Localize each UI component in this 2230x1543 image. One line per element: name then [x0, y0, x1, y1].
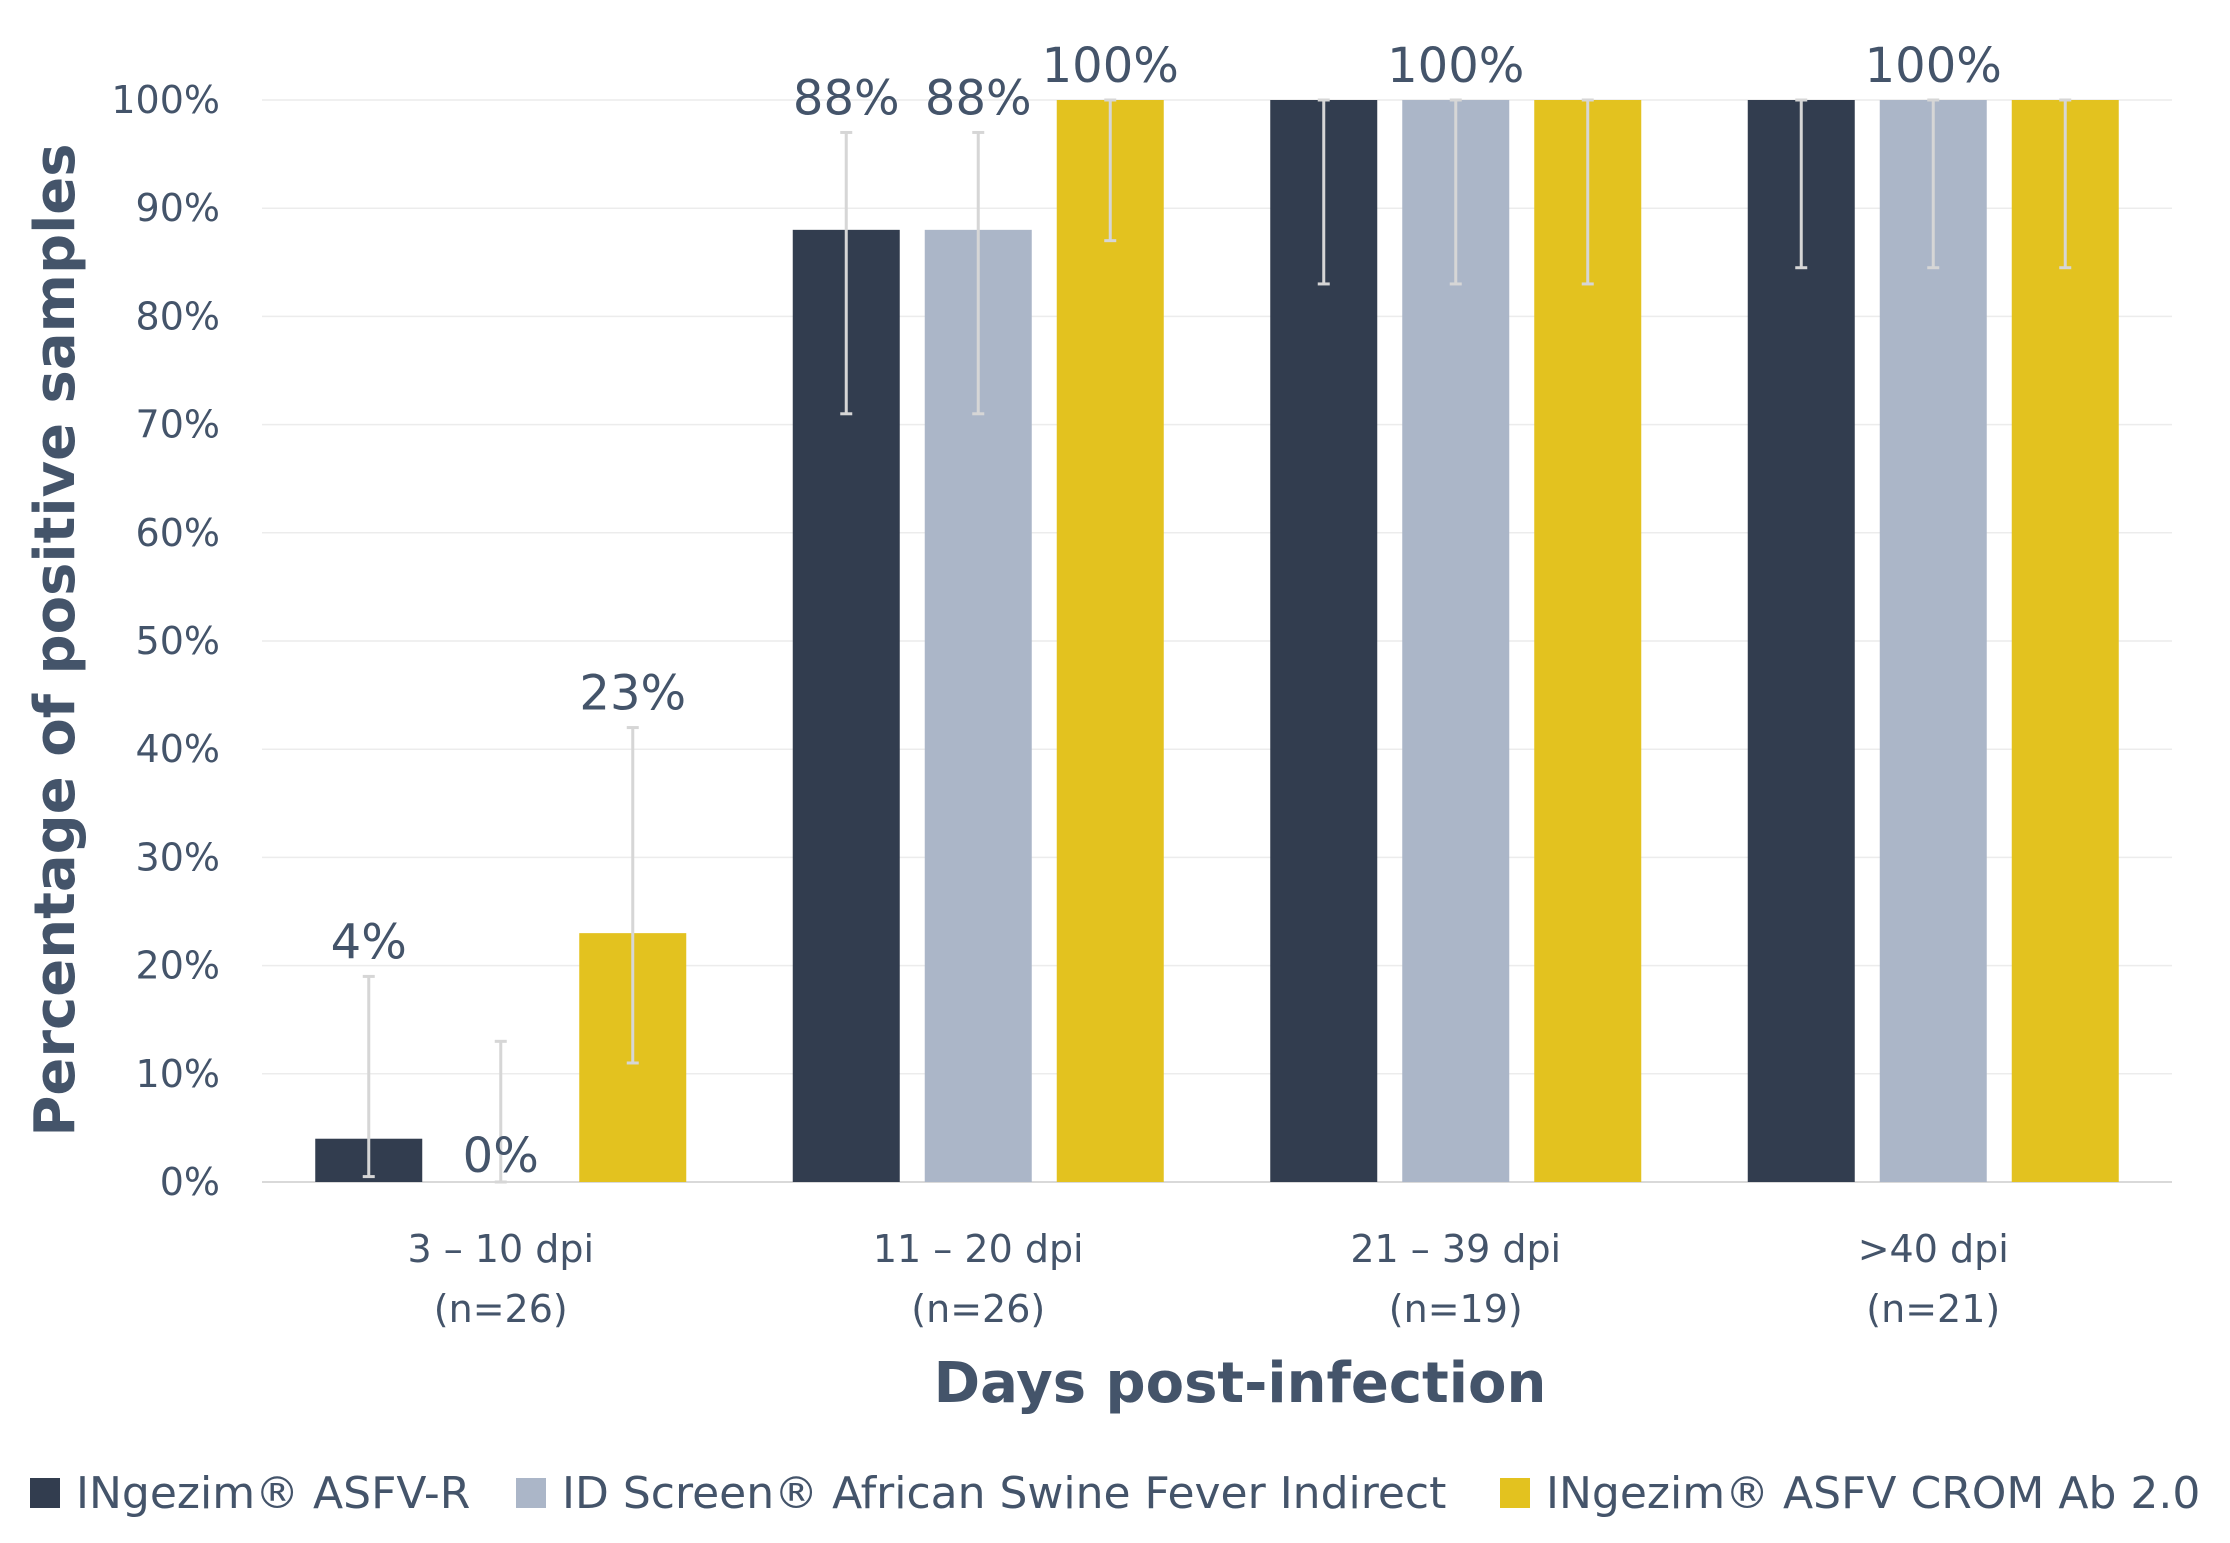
legend-label: INgezim® ASFV CROM Ab 2.0 — [1546, 1468, 2200, 1519]
data-label: 88% — [925, 70, 1032, 126]
y-tick-label: 60% — [136, 511, 220, 555]
x-axis-categories: 3 – 10 dpi (n=26) 11 – 20 dpi (n=26) 21 – 39… — [407, 1227, 2008, 1331]
y-tick-label: 50% — [136, 619, 220, 663]
y-tick-label: 30% — [136, 835, 220, 879]
y-tick-label: 100% — [111, 78, 220, 122]
x-category-n: (n=26) — [911, 1287, 1045, 1331]
y-tick-label: 10% — [136, 1052, 220, 1096]
legend-swatch — [516, 1478, 546, 1508]
bar — [1747, 100, 1855, 1182]
y-tick-label: 70% — [136, 403, 220, 447]
x-category-n: (n=26) — [434, 1287, 568, 1331]
y-tick-label: 0% — [160, 1160, 220, 1204]
data-label: 100% — [1387, 38, 1524, 94]
y-axis-title: Percentage of positive samples — [23, 143, 88, 1136]
legend-label: ID Screen® African Swine Fever Indirect — [562, 1468, 1446, 1519]
legend-label: INgezim® ASFV-R — [76, 1468, 470, 1519]
data-labels: 4%0%23%88% 88%100% 100% 100% — [331, 38, 2002, 1184]
data-label: 100% — [1865, 38, 2002, 94]
bar — [2011, 100, 2119, 1182]
y-tick-label: 40% — [136, 727, 220, 771]
y-axis-ticks: 0% 10% 20% 30% 40% 50% 60% 70% 80% 90% 100% — [111, 78, 220, 1204]
legend-swatch — [30, 1478, 60, 1508]
bar — [1879, 100, 1987, 1182]
y-tick-label: 20% — [136, 944, 220, 988]
x-category-label: 3 – 10 dpi — [407, 1227, 594, 1271]
data-label: 4% — [331, 914, 407, 970]
error-bars — [362, 98, 2072, 1184]
x-category-n: (n=19) — [1389, 1287, 1523, 1331]
x-category-label: 11 – 20 dpi — [873, 1227, 1084, 1271]
x-category-n: (n=21) — [1866, 1287, 2000, 1331]
y-tick-label: 90% — [136, 186, 220, 230]
data-label: 0% — [463, 1128, 539, 1184]
x-category-label: >40 dpi — [1858, 1227, 2009, 1271]
bars — [315, 100, 2119, 1183]
x-category-label: 21 – 39 dpi — [1350, 1227, 1561, 1271]
legend-swatch — [1500, 1478, 1530, 1508]
data-label: 23% — [579, 666, 686, 722]
bar — [1056, 100, 1164, 1182]
data-label: 100% — [1042, 38, 1179, 94]
x-axis-title: Days post-infection — [934, 1351, 1547, 1416]
y-tick-label: 80% — [136, 294, 220, 338]
legend: INgezim® ASFV-R ID Screen® African Swine … — [30, 1468, 2200, 1519]
data-label: 88% — [793, 70, 900, 126]
